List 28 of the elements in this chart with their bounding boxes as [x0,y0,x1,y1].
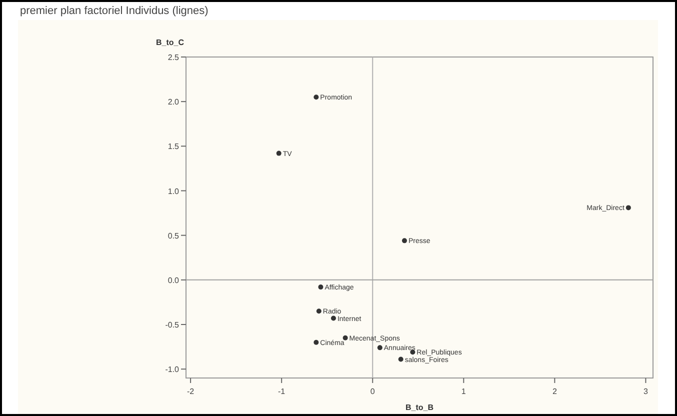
y-tick-label: 2.0 [168,98,180,107]
point [314,340,319,345]
x-tick-label: 3 [643,387,648,396]
y-tick-label: 0.0 [168,276,180,285]
x-tick-label: -2 [186,387,195,396]
y-tick-label: 1.5 [168,142,180,152]
point [626,205,631,210]
x-tick-label: -1 [278,387,286,396]
y-tick-label: -0.5 [165,320,180,330]
point [316,308,322,314]
point [314,94,319,100]
point [330,316,336,321]
point [377,345,382,350]
x-tick-label: 1 [461,387,466,396]
y-tick-label: 1.0 [168,186,180,196]
chart-title: premier plan factoriel Individus (lignes) [20,5,208,17]
x-axis-title: B_to_B [405,403,434,412]
point [276,150,282,156]
point [398,356,404,362]
y-tick-label: 0.5 [168,231,180,240]
x-tick-label: 2 [552,387,558,396]
point [402,238,407,244]
y-tick-label: -1.0 [165,365,180,374]
point [318,284,324,290]
point [342,335,348,340]
y-tick-label: 2.5 [168,53,180,62]
x-tick-label: 0 [370,387,376,396]
y-axis-title: B_to_C [156,38,184,47]
